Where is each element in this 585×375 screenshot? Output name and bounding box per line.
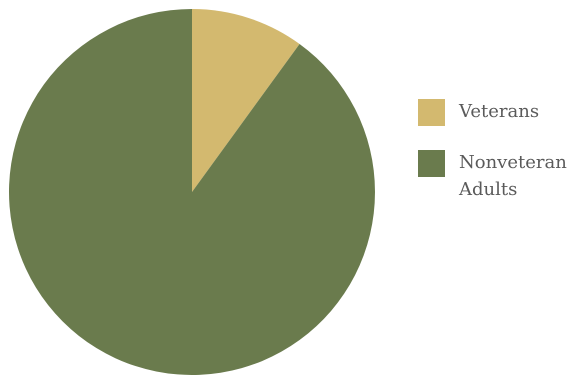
- legend-label-nonveteran-adults: Nonveteran Adults: [459, 152, 567, 200]
- pie-slice-veterans: [192, 9, 300, 192]
- pie-slice-nonveteran-adults: [8, 9, 375, 375]
- legend-item-nonveteran-adults: Nonveteran Adults: [418, 149, 585, 203]
- legend-label-veterans: Veterans: [459, 101, 540, 122]
- legend-item-veterans: Veterans: [418, 98, 585, 126]
- legend: Veterans Nonveteran Adults: [418, 98, 585, 227]
- legend-swatch-veterans: [418, 99, 445, 126]
- legend-swatch-nonveteran-adults: [418, 150, 445, 177]
